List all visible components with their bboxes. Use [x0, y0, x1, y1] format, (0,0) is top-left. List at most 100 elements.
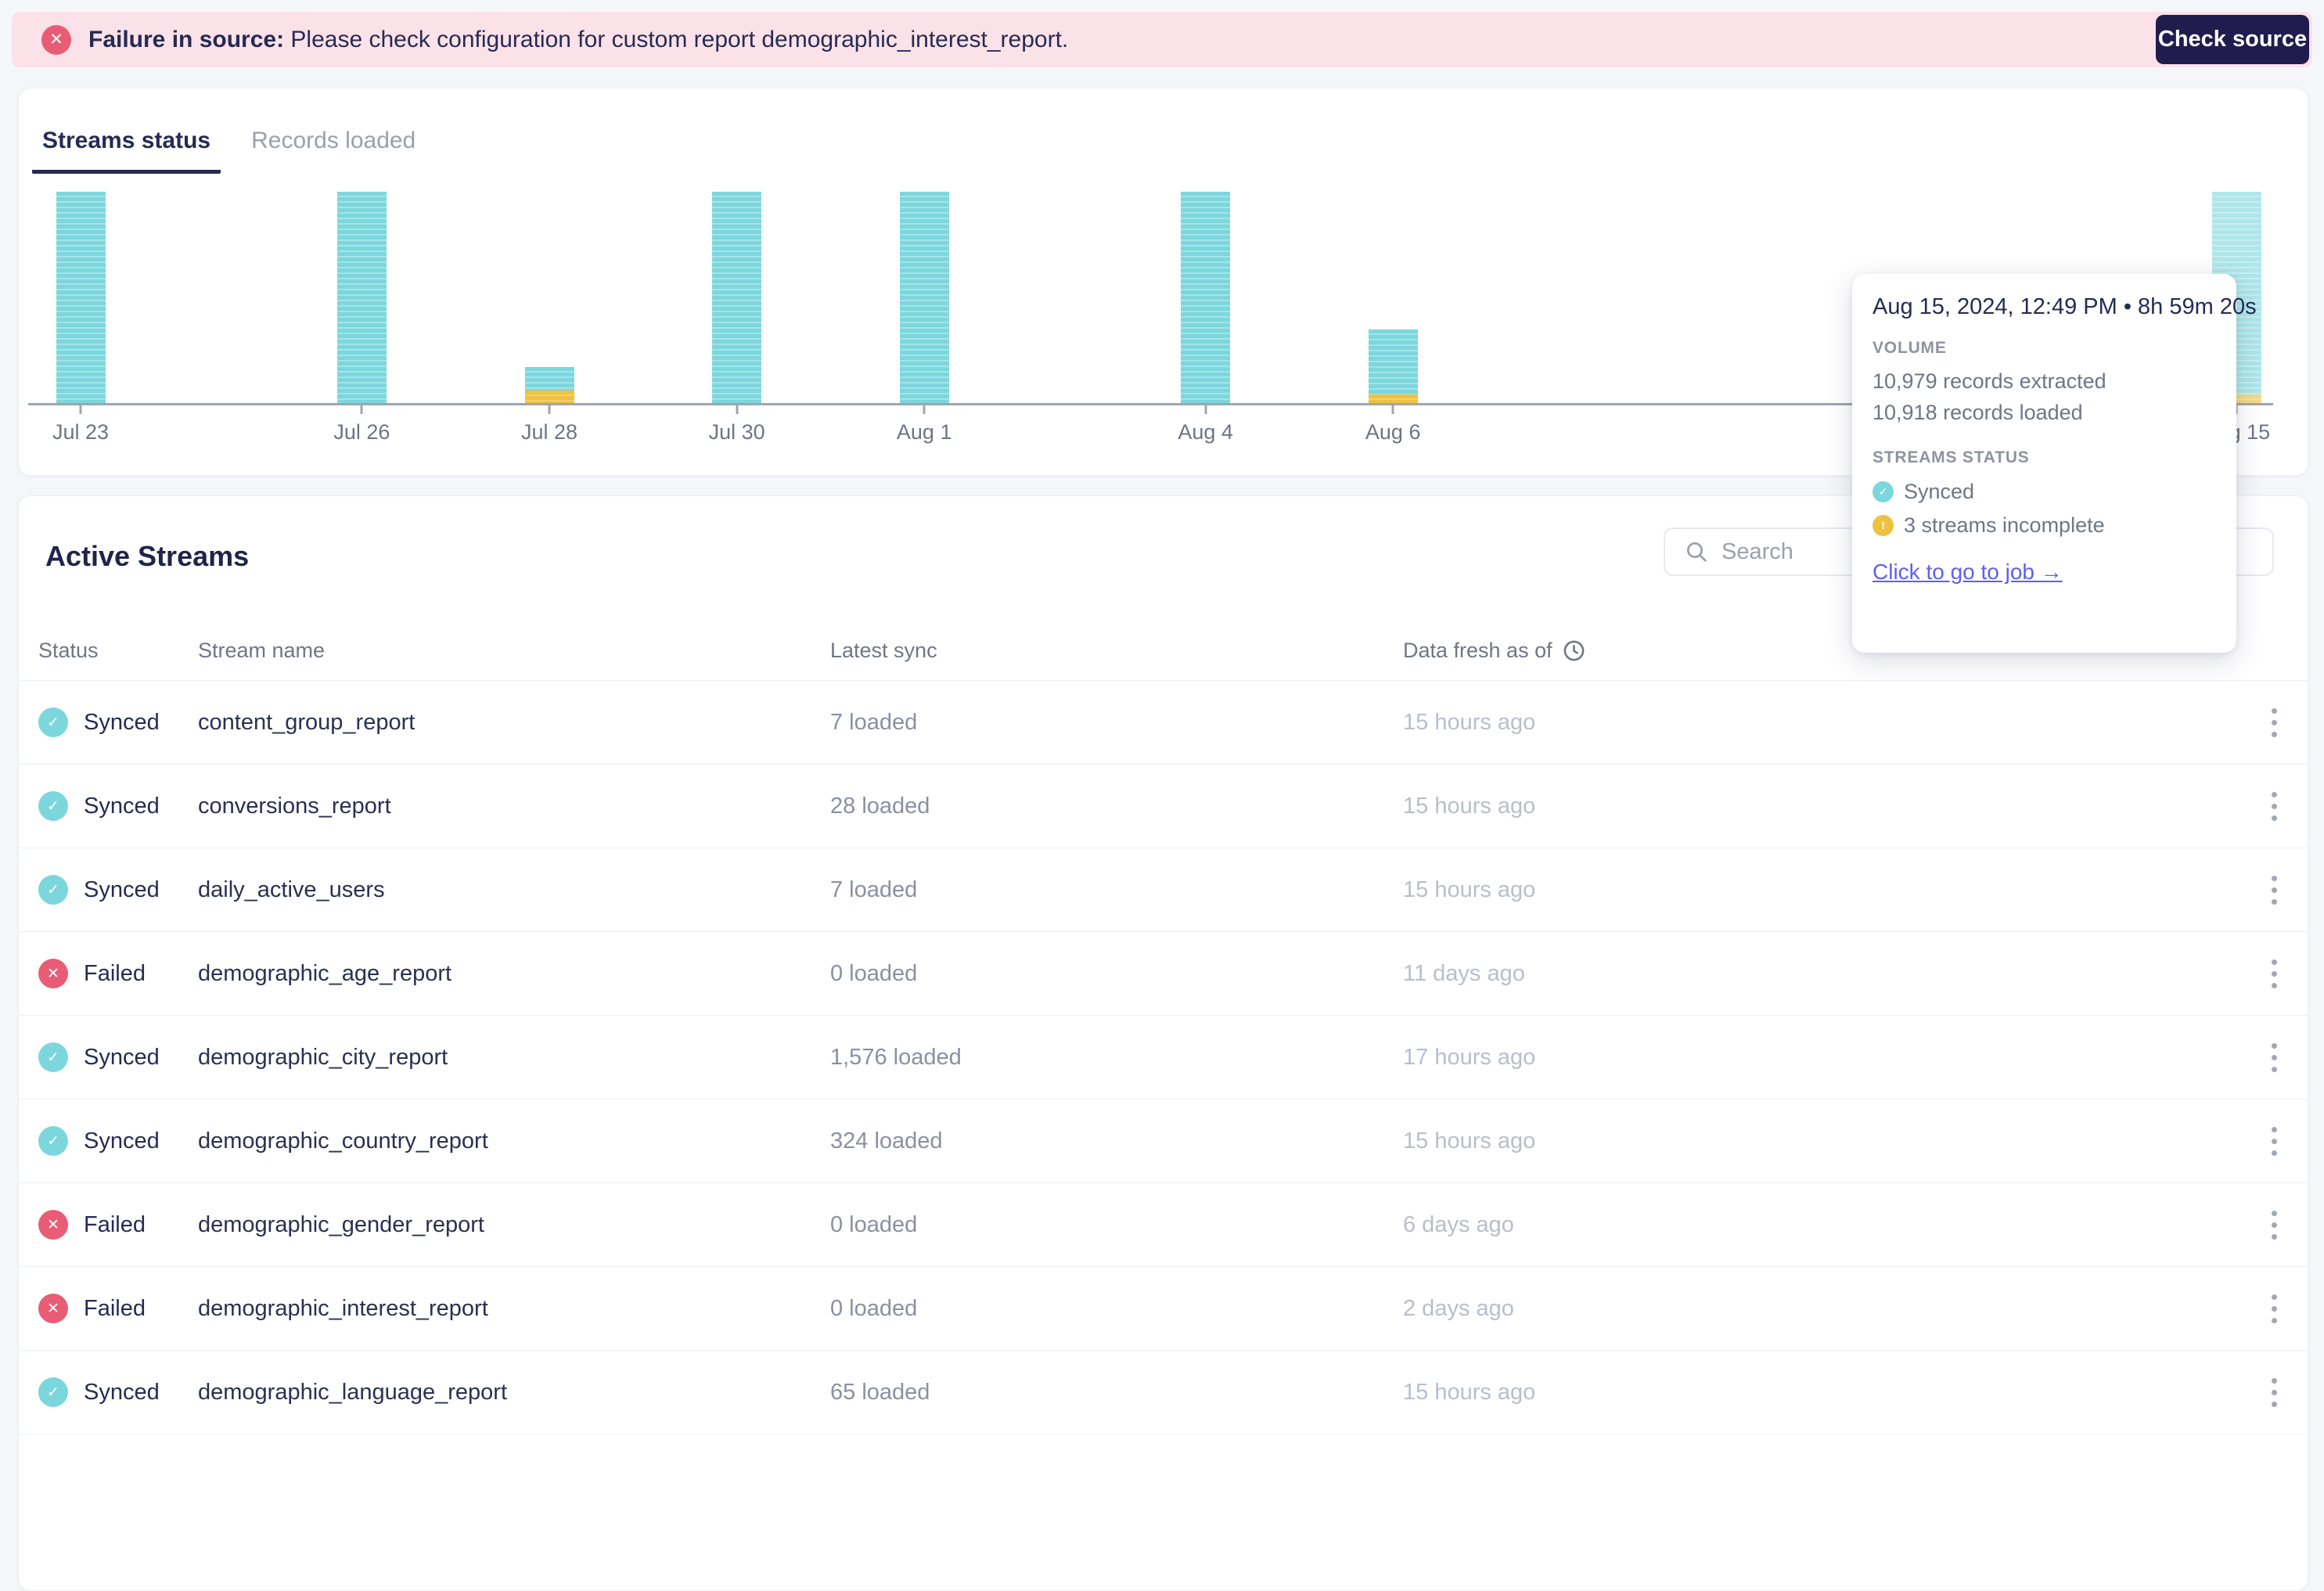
axis-tick — [548, 405, 551, 414]
axis-tick-label: Jul 28 — [520, 420, 578, 444]
chart-bar-aug-6[interactable] — [1368, 329, 1418, 403]
kebab-menu-icon[interactable] — [2261, 1121, 2288, 1162]
table-header-row: Status Stream name Latest sync Data fres… — [19, 621, 2308, 681]
axis-tick — [2235, 405, 2238, 414]
tab-records-loaded[interactable]: Records loaded — [251, 128, 416, 153]
table-row[interactable]: Synced demographic_country_report 324 lo… — [19, 1100, 2308, 1183]
active-streams-card: Active Streams Status Stream name Latest… — [18, 495, 2308, 1591]
axis-tick-label: Aug 4 — [1178, 420, 1233, 444]
status-icon — [38, 875, 68, 905]
status-icon — [38, 1210, 68, 1240]
table-row[interactable]: Synced daily_active_users 7 loaded 15 ho… — [19, 848, 2308, 932]
kebab-menu-icon[interactable] — [2261, 1204, 2288, 1246]
exclamation-circle-icon — [1873, 515, 1894, 536]
status-icon — [38, 791, 68, 821]
chart-bar-incomplete-segment — [1368, 394, 1418, 403]
data-fresh-value: 15 hours ago — [1403, 1379, 1536, 1405]
data-fresh-value: 17 hours ago — [1403, 1044, 1536, 1070]
status-icon — [38, 1042, 68, 1072]
table-row[interactable]: Failed demographic_age_report 0 loaded 1… — [19, 932, 2308, 1016]
status-icon — [38, 959, 68, 988]
data-fresh-value: 15 hours ago — [1403, 876, 1536, 902]
check-source-button[interactable]: Check source — [2156, 15, 2309, 64]
axis-tick-label: Jul 23 — [52, 420, 110, 444]
status-label: Synced — [84, 709, 160, 735]
stream-name: demographic_country_report — [198, 1128, 488, 1154]
status-label: Failed — [84, 1211, 146, 1237]
table-row[interactable]: Synced conversions_report 28 loaded 15 h… — [19, 765, 2308, 848]
failure-banner-message: Failure in source: Please check configur… — [88, 26, 1069, 52]
table-row[interactable]: Synced demographic_language_report 65 lo… — [19, 1351, 2308, 1434]
data-fresh-value: 2 days ago — [1403, 1295, 1514, 1321]
chart-bar-aug-1[interactable] — [899, 192, 949, 403]
status-icon — [38, 1294, 68, 1323]
status-label: Synced — [84, 876, 160, 902]
kebab-menu-icon[interactable] — [2261, 869, 2288, 911]
latest-sync-value: 28 loaded — [830, 793, 930, 819]
status-label: Synced — [84, 1128, 160, 1154]
status-icon — [38, 1126, 68, 1156]
stream-name: demographic_city_report — [198, 1044, 448, 1070]
chart-bar-jul-30[interactable] — [712, 192, 762, 403]
kebab-menu-icon[interactable] — [2261, 953, 2288, 995]
stream-name: demographic_interest_report — [198, 1295, 488, 1321]
stream-name: demographic_age_report — [198, 960, 452, 986]
column-header-stream-name: Stream name — [198, 639, 326, 662]
status-label: Failed — [84, 1295, 146, 1321]
latest-sync-value: 0 loaded — [830, 1295, 918, 1321]
data-fresh-value: 6 days ago — [1403, 1211, 1514, 1237]
latest-sync-value: 0 loaded — [830, 960, 918, 986]
sync-history-plot: Jul 23 Jul 26 Jul 28 Jul 30 Aug 1 Aug 4 Aug 6 A… — [19, 192, 2308, 444]
latest-sync-value: 7 loaded — [830, 709, 918, 735]
column-header-status: Status — [38, 639, 99, 662]
table-row[interactable]: Failed demographic_interest_report 0 loa… — [19, 1267, 2308, 1351]
chart-tabs: Streams status Records loaded — [19, 88, 2308, 174]
check-circle-icon — [1873, 481, 1894, 502]
status-icon — [38, 1377, 68, 1407]
column-header-data-fresh-label: Data fresh as of — [1403, 639, 1552, 662]
chart-bar-jul-28[interactable] — [524, 367, 574, 403]
axis-tick — [736, 405, 739, 414]
kebab-menu-icon[interactable] — [2261, 1288, 2288, 1330]
status-icon — [38, 707, 68, 737]
kebab-menu-icon[interactable] — [2261, 786, 2288, 827]
table-row[interactable]: Synced content_group_report 7 loaded 15 … — [19, 681, 2308, 765]
axis-tick-label: Aug 1 — [896, 420, 952, 444]
stream-name: conversions_report — [198, 793, 391, 819]
failure-banner: Failure in source: Please check configur… — [12, 12, 2312, 67]
tooltip-streams-status-label: STREAMS STATUS — [1873, 448, 2030, 466]
axis-tick-label: Jul 30 — [708, 420, 765, 444]
axis-tick — [79, 405, 82, 414]
status-label: Synced — [84, 793, 160, 819]
column-header-latest-sync: Latest sync — [830, 639, 937, 662]
latest-sync-value: 65 loaded — [830, 1379, 930, 1405]
data-fresh-value: 15 hours ago — [1403, 709, 1536, 735]
latest-sync-value: 324 loaded — [830, 1128, 943, 1154]
axis-tick — [1391, 405, 1394, 414]
chart-bar-jul-23[interactable] — [56, 192, 106, 403]
status-label: Synced — [84, 1379, 160, 1405]
table-row[interactable]: Failed demographic_gender_report 0 loade… — [19, 1183, 2308, 1267]
active-streams-title: Active Streams — [45, 540, 250, 572]
axis-tick — [923, 405, 926, 414]
table-row[interactable]: Synced demographic_city_report 1,576 loa… — [19, 1016, 2308, 1100]
tooltip-records-extracted: 10,979 records extracted — [1873, 369, 2106, 393]
kebab-menu-icon[interactable] — [2261, 1037, 2288, 1078]
axis-tick — [360, 405, 363, 414]
chart-bar-aug-4[interactable] — [1181, 192, 1231, 403]
chart-tooltip: Aug 15, 2024, 12:49 PM • 8h 59m 20s VOLU… — [1852, 274, 2257, 653]
kebab-menu-icon[interactable] — [2261, 702, 2288, 743]
chart-bar-jul-26[interactable] — [336, 192, 387, 403]
kebab-menu-icon[interactable] — [2261, 1372, 2288, 1413]
axis-tick-label: Jul 26 — [333, 420, 390, 444]
data-fresh-value: 15 hours ago — [1403, 793, 1536, 819]
status-label: Synced — [84, 1044, 160, 1070]
stream-name: content_group_report — [198, 709, 416, 735]
tooltip-volume-label: VOLUME — [1873, 339, 1947, 357]
tab-streams-status[interactable]: Streams status — [32, 128, 221, 174]
column-header-data-fresh: Data fresh as of — [1403, 639, 2253, 663]
clock-icon — [1563, 640, 1585, 661]
go-to-job-link[interactable]: Click to go to job → — [1873, 560, 2063, 584]
data-fresh-value: 11 days ago — [1403, 960, 1525, 986]
x-circle-icon — [41, 24, 71, 55]
